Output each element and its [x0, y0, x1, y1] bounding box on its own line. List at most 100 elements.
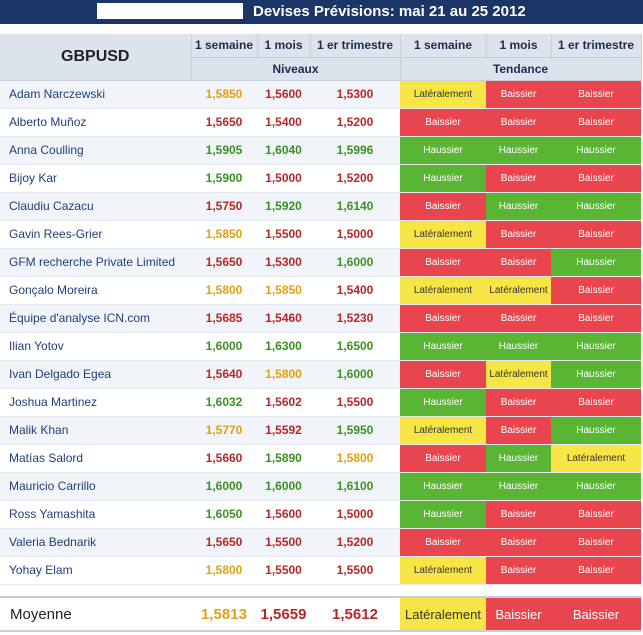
trend-quarter: Baissier	[551, 164, 641, 193]
analyst-name: Ilian Yotov	[0, 332, 191, 361]
average-row: Moyenne 1,5813 1,5659 1,5612 Latéralemen…	[0, 597, 641, 632]
level-week: 1,6000	[191, 472, 257, 501]
level-month: 1,5500	[257, 528, 310, 557]
trend-quarter: Haussier	[551, 136, 641, 165]
group-levels: Niveaux	[191, 57, 401, 81]
analyst-name: Yohay Elam	[0, 556, 191, 585]
header-levels-month: 1 mois	[257, 34, 311, 58]
trend-quarter: Baissier	[551, 80, 641, 109]
table-row: Yohay Elam 1,5800 1,5500 1,5500 Latéralement…	[0, 556, 641, 585]
trend-week: Baissier	[400, 444, 486, 473]
trend-quarter: Haussier	[551, 360, 641, 389]
level-quarter: 1,6000	[310, 248, 400, 277]
level-quarter: 1,5000	[310, 500, 400, 529]
level-week: 1,5800	[191, 556, 257, 585]
trend-week: Haussier	[400, 136, 486, 165]
page-title: Devises Prévisions: mai 21 au 25 2012	[253, 3, 526, 20]
level-week: 1,6050	[191, 500, 257, 529]
table-row: Alberto Muñoz 1,5650 1,5400 1,5200 Baissier B…	[0, 108, 641, 137]
level-week: 1,5660	[191, 444, 257, 473]
trend-week: Latéralement	[400, 556, 486, 585]
analyst-name: Ross Yamashita	[0, 500, 191, 529]
level-quarter: 1,5400	[310, 276, 400, 305]
level-month: 1,6300	[257, 332, 310, 361]
level-month: 1,5800	[257, 360, 310, 389]
level-week: 1,5770	[191, 416, 257, 445]
level-month: 1,5000	[257, 164, 310, 193]
table-row: Matías Salord 1,5660 1,5890 1,5800 Baissier H…	[0, 444, 641, 473]
trend-quarter: Baissier	[551, 108, 641, 137]
average-trend-quarter: Baissier	[551, 597, 641, 632]
level-month: 1,5400	[257, 108, 310, 137]
trend-month: Baissier	[486, 164, 551, 193]
level-week: 1,5650	[191, 528, 257, 557]
trend-week: Haussier	[400, 472, 486, 501]
header-trend-week: 1 semaine	[400, 34, 487, 58]
table-row: Joshua Martinez 1,6032 1,5602 1,5500 Haussie…	[0, 388, 641, 417]
trend-month: Haussier	[486, 472, 551, 501]
table-row: Ross Yamashita 1,6050 1,5600 1,5000 Haussier…	[0, 500, 641, 529]
level-week: 1,6000	[191, 332, 257, 361]
trend-month: Haussier	[486, 192, 551, 221]
trend-week: Haussier	[400, 332, 486, 361]
trend-week: Haussier	[400, 500, 486, 529]
level-quarter: 1,5300	[310, 80, 400, 109]
level-quarter: 1,6000	[310, 360, 400, 389]
trend-week: Baissier	[400, 360, 486, 389]
level-week: 1,6032	[191, 388, 257, 417]
trend-month: Baissier	[486, 500, 551, 529]
trend-quarter: Baissier	[551, 304, 641, 333]
trend-month: Baissier	[486, 248, 551, 277]
level-month: 1,5500	[257, 556, 310, 585]
average-level-quarter: 1,5612	[310, 597, 400, 632]
trend-quarter: Haussier	[551, 192, 641, 221]
table-body: Adam Narczewski 1,5850 1,5600 1,5300 Latéral…	[0, 80, 641, 585]
analyst-name: Anna Coulling	[0, 136, 191, 165]
trend-week: Latéralement	[400, 276, 486, 305]
level-month: 1,5592	[257, 416, 310, 445]
trend-week: Baissier	[400, 192, 486, 221]
level-quarter: 1,5950	[310, 416, 400, 445]
trend-quarter: Baissier	[551, 528, 641, 557]
level-month: 1,5890	[257, 444, 310, 473]
level-week: 1,5650	[191, 108, 257, 137]
trend-week: Baissier	[400, 248, 486, 277]
trend-week: Baissier	[400, 108, 486, 137]
trend-month: Baissier	[486, 304, 551, 333]
level-week: 1,5640	[191, 360, 257, 389]
analyst-name: Claudiu Cazacu	[0, 192, 191, 221]
table-row: Claudiu Cazacu 1,5750 1,5920 1,6140 Baissier…	[0, 192, 641, 221]
analyst-name: GFM recherche Private Limited	[0, 248, 191, 277]
trend-quarter: Latéralement	[551, 444, 641, 473]
analyst-name: Joshua Martinez	[0, 388, 191, 417]
analyst-name: Mauricio Carrillo	[0, 472, 191, 501]
level-quarter: 1,6140	[310, 192, 400, 221]
level-month: 1,5600	[257, 500, 310, 529]
level-week: 1,5900	[191, 164, 257, 193]
trend-week: Latéralement	[400, 220, 486, 249]
level-week: 1,5800	[191, 276, 257, 305]
trend-week: Latéralement	[400, 80, 486, 109]
level-month: 1,5600	[257, 80, 310, 109]
level-quarter: 1,5200	[310, 528, 400, 557]
table-row: Ilian Yotov 1,6000 1,6300 1,6500 Haussier Hau…	[0, 332, 641, 361]
trend-week: Haussier	[400, 388, 486, 417]
table-row: Mauricio Carrillo 1,6000 1,6000 1,6100 Hauss…	[0, 472, 641, 501]
trend-week: Baissier	[400, 528, 486, 557]
spacer-row	[0, 584, 641, 598]
analyst-name: Valeria Bednarik	[0, 528, 191, 557]
title-bar: Devises Prévisions: mai 21 au 25 2012	[0, 0, 643, 24]
level-quarter: 1,5500	[310, 388, 400, 417]
level-month: 1,5602	[257, 388, 310, 417]
table-row: Bijoy Kar 1,5900 1,5000 1,5200 Haussier Baiss…	[0, 164, 641, 193]
forecast-table: GBPUSD 1 semaine 1 mois 1 er trimestre 1…	[0, 34, 642, 632]
trend-quarter: Haussier	[551, 248, 641, 277]
trend-quarter: Baissier	[551, 388, 641, 417]
level-quarter: 1,5000	[310, 220, 400, 249]
analyst-name: Bijoy Kar	[0, 164, 191, 193]
trend-month: Baissier	[486, 556, 551, 585]
analyst-name: Gonçalo Moreira	[0, 276, 191, 305]
trend-month: Haussier	[486, 332, 551, 361]
analyst-name: Équipe d'analyse ICN.com	[0, 304, 191, 333]
level-month: 1,5850	[257, 276, 310, 305]
